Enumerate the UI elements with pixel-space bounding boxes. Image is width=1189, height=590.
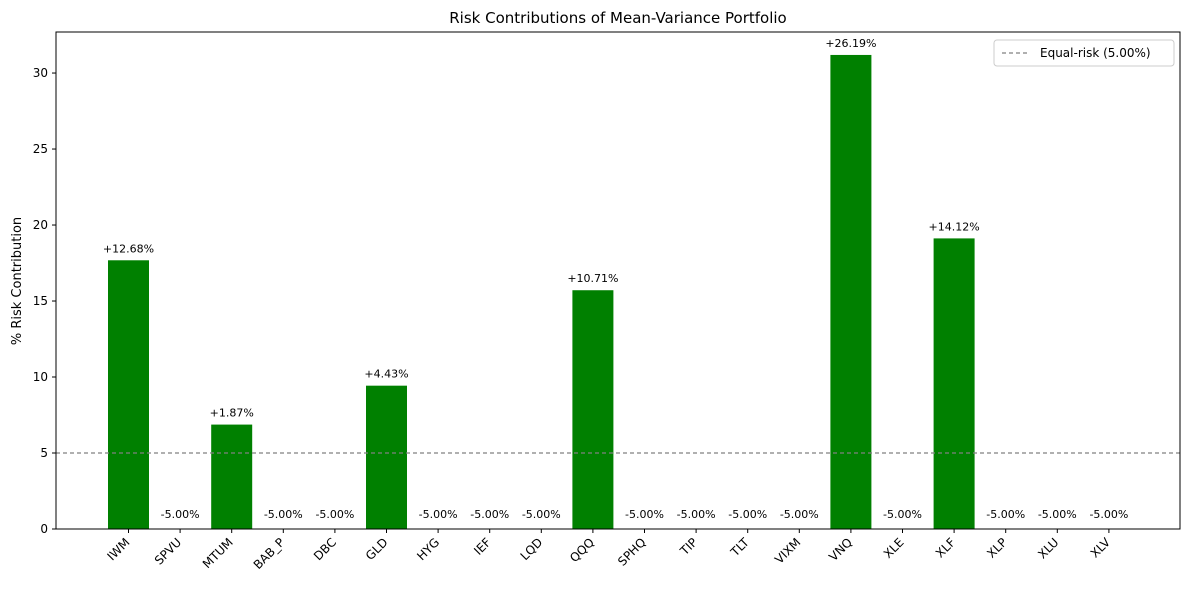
x-tick-label: XLP (984, 535, 1010, 561)
y-tick-label: 0 (40, 522, 48, 536)
y-axis-label: % Risk Contribution (10, 217, 25, 345)
data-label: +12.68% (103, 242, 154, 255)
y-tick-label: 20 (33, 218, 48, 232)
x-tick-label: XLU (1035, 535, 1061, 561)
x-tick-label: BAB_P (251, 535, 288, 572)
bar-mtum (211, 424, 253, 529)
legend-label: Equal-risk (5.00%) (1040, 46, 1151, 60)
data-label: +4.43% (364, 368, 408, 381)
legend-box (993, 39, 1175, 67)
y-tick-label: 15 (33, 294, 48, 308)
x-tick-label: XLV (1088, 535, 1114, 561)
x-tick-label: LQD (518, 535, 546, 563)
data-label: -5.00% (883, 508, 922, 521)
data-label: -5.00% (522, 508, 561, 521)
data-label: -5.00% (780, 508, 819, 521)
x-tick-label: IEF (471, 535, 494, 558)
y-tick-label: 30 (33, 66, 48, 80)
x-tick-label: QQQ (567, 535, 597, 565)
data-label: -5.00% (1089, 508, 1128, 521)
data-label: -5.00% (161, 508, 200, 521)
x-tick-label: XLF (933, 535, 958, 560)
x-tick-label: TIP (677, 535, 700, 558)
legend: Equal-risk (5.00%) (993, 39, 1175, 67)
y-tick-label: 5 (40, 446, 48, 460)
data-label: -5.00% (625, 508, 664, 521)
x-tick-label: GLD (363, 535, 391, 563)
data-label: -5.00% (419, 508, 458, 521)
x-tick-label: SPVU (152, 535, 184, 567)
data-label: -5.00% (986, 508, 1025, 521)
data-label: +10.71% (567, 272, 618, 285)
x-tick-label: SPHQ (615, 535, 648, 568)
data-label: +14.12% (929, 220, 980, 233)
data-label: -5.00% (264, 508, 303, 521)
y-tick-label: 25 (33, 142, 48, 156)
x-tick-label: HYG (414, 535, 442, 563)
x-tick-label: VNQ (826, 535, 855, 564)
data-label: -5.00% (315, 508, 354, 521)
bar-xlf (933, 238, 975, 529)
plot-frame (55, 31, 1181, 530)
bar-vnq (830, 54, 872, 529)
data-label: -5.00% (470, 508, 509, 521)
bar-iwm (108, 260, 149, 529)
x-tick-label: MTUM (200, 535, 236, 571)
x-tick-label: TLT (727, 535, 752, 560)
data-label: -5.00% (1038, 508, 1077, 521)
y-tick-label: 10 (33, 370, 48, 384)
data-label: +1.87% (210, 407, 254, 420)
data-label: +26.19% (825, 37, 876, 50)
x-tick-label: VIXM (772, 535, 803, 566)
bar-qqq (572, 290, 614, 529)
x-tick-label: DBC (311, 535, 339, 563)
x-tick-label: IWM (105, 535, 133, 563)
data-label: -5.00% (677, 508, 716, 521)
data-label: -5.00% (728, 508, 767, 521)
plot-area: +12.68% -5.00% +1.87% -5.00% -5.00% +4.43% -5.… (33, 31, 1181, 572)
bar-gld (366, 385, 407, 529)
chart-title: Risk Contributions of Mean-Variance Port… (449, 9, 786, 27)
x-tick-label: XLE (881, 535, 907, 561)
